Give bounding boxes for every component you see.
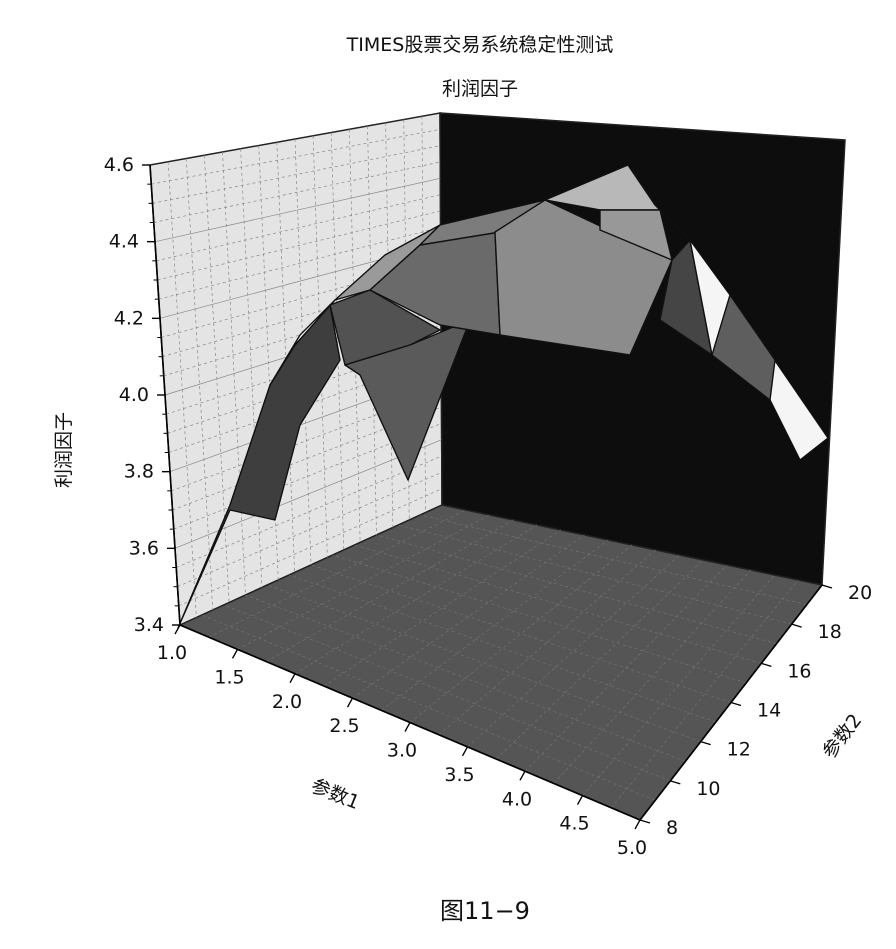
grid-line (354, 544, 762, 664)
z-tick-label: 4.0 (119, 384, 149, 406)
figure-label: 图11−9 (440, 897, 530, 925)
grid-line (245, 594, 686, 762)
x-tick (519, 770, 526, 781)
grid-line (152, 145, 441, 204)
y-tick-label: 10 (696, 778, 720, 800)
y-axis-label: 参数2 (818, 710, 866, 763)
grid-line (223, 604, 671, 782)
y-tick-label: 12 (727, 739, 751, 761)
x-tick-label: 2.0 (272, 691, 302, 713)
grid-line (154, 177, 441, 243)
grid-line (409, 544, 633, 723)
grid-line (222, 151, 246, 596)
z-tick-label: 3.6 (129, 537, 159, 559)
x-tick (404, 722, 411, 732)
grid-line (204, 155, 230, 603)
grid-line (294, 524, 538, 675)
z-tick-label: 3.4 (134, 614, 164, 636)
grid-line (385, 122, 394, 528)
grid-line (398, 524, 792, 625)
chart-subtitle: 利润因子 (442, 78, 518, 100)
grid-line (157, 210, 441, 281)
surface (177, 164, 829, 629)
x-tick-label: 3.0 (387, 740, 417, 762)
x-tick (346, 697, 354, 708)
x-tick (634, 819, 641, 830)
surface-patch (329, 289, 441, 366)
y-tick-label: 20 (848, 582, 872, 604)
surface-patch (177, 304, 341, 629)
y-tick-label: 8 (666, 817, 678, 839)
x-tick-label: 1.5 (214, 666, 244, 688)
x-tick-label: 1.0 (157, 642, 187, 664)
grid-line (156, 194, 441, 262)
z-tick-label: 4.6 (104, 154, 134, 176)
grid-line (310, 564, 732, 703)
floor-grid (201, 509, 807, 809)
y-tick-marks: 8 10 12 14 16 18 20 (639, 582, 872, 839)
x-tick (289, 673, 296, 684)
y-tick (700, 741, 711, 746)
z-tick-label: 4.4 (109, 231, 139, 253)
y-tick-label: 14 (757, 700, 781, 722)
x-axis-label: 参数1 (308, 775, 363, 814)
grid-line (332, 554, 747, 684)
grid-line (330, 132, 345, 551)
grid-line (294, 138, 312, 566)
y-tick-label: 18 (818, 621, 842, 643)
grid-line (158, 226, 441, 300)
y-tick (670, 780, 681, 785)
x-tick (174, 624, 181, 635)
x-tick-label: 4.5 (559, 813, 589, 835)
x-tick-label: 3.5 (444, 764, 474, 786)
y-tick (639, 819, 651, 824)
surface-patch (711, 294, 776, 401)
y-tick (761, 662, 772, 667)
x-tick-label: 5.0 (617, 837, 647, 859)
z-tick-label: 3.8 (124, 461, 154, 483)
chart-title: TIMES股票交易系统稳定性测试 (346, 34, 614, 56)
grid-line (153, 161, 441, 223)
x-tick-label: 2.5 (329, 715, 359, 737)
z-axis-label: 利润因子 (53, 412, 75, 488)
y-tick-label: 16 (787, 660, 811, 682)
x-tick (576, 795, 584, 805)
surface-patch (494, 199, 673, 356)
back-wall (439, 112, 846, 586)
grid-line (167, 161, 197, 618)
x-tick-marks: 1.0 1.5 2.0 2.5 3.0 3.5 4.0 4.5 5.0 (157, 624, 647, 859)
x-tick (461, 746, 469, 757)
x-tick-label: 4.0 (502, 788, 532, 810)
grid-line (201, 614, 656, 801)
grid-line (151, 128, 441, 185)
z-tick-label: 4.2 (114, 307, 144, 329)
z-tick-marks: 3.4 3.6 3.8 4.0 4.2 4.4 4.6 (104, 154, 180, 636)
x-tick (231, 649, 239, 659)
y-tick (821, 584, 833, 589)
y-tick (791, 623, 802, 628)
grid-line (420, 514, 807, 605)
grid-line (267, 584, 701, 742)
y-tick (730, 701, 742, 707)
surface-patch (344, 319, 471, 481)
